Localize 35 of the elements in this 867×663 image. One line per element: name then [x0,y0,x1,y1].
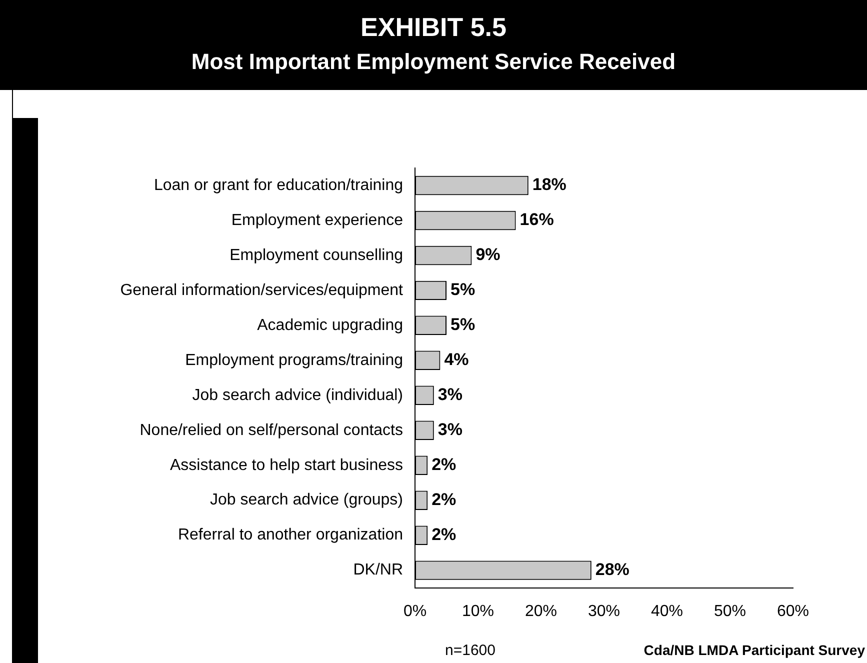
y-tick-label: DK/NR [353,562,403,579]
data-label: 18% [532,175,566,194]
y-tick-label: General information/services/equipment [120,282,404,299]
x-tick-label: 10% [462,602,494,620]
data-label: 16% [520,210,554,230]
x-tick-label: 50% [714,602,746,620]
data-label: 5% [450,315,476,334]
y-tick-label: Job search advice (individual) [192,386,403,404]
data-label: 5% [450,280,476,300]
chart-title: EXHIBIT 5.5 [360,11,508,43]
y-tick-label: None/relied on self/personal contacts [140,422,403,439]
data-label: 2% [432,490,456,510]
data-label: 28% [595,560,630,579]
data-label: 3% [438,385,462,404]
chart-subtitle: Most Important Employment Service Received [190,49,677,75]
data-label: 4% [444,350,469,370]
y-tick-label: Assistance to help start business [170,456,403,474]
x-tick-label: 60% [776,602,810,620]
y-tick-label: Employment programs/training [185,352,403,369]
x-tick-label: 20% [524,602,558,620]
y-tick-label: Employment counselling [230,246,403,264]
y-tick-label: Referral to another organization [178,526,403,544]
y-tick-label: Academic upgrading [257,316,403,334]
x-tick-label: 0% [403,602,427,620]
x-tick-label: 30% [588,602,620,620]
y-tick-label: Employment experience [231,212,404,229]
data-label: 2% [432,455,456,474]
text: Cda/NB LMDA Participant Survey [644,642,865,658]
x-tick-label: 40% [650,602,684,620]
y-tick-label: Job search advice (groups) [210,492,403,509]
data-label: 9% [476,245,500,264]
y-tick-label: Loan or grant for education/training [154,176,403,194]
data-label: 3% [438,420,462,440]
data-label: 2% [432,525,456,544]
text: n=1600 [445,642,496,659]
